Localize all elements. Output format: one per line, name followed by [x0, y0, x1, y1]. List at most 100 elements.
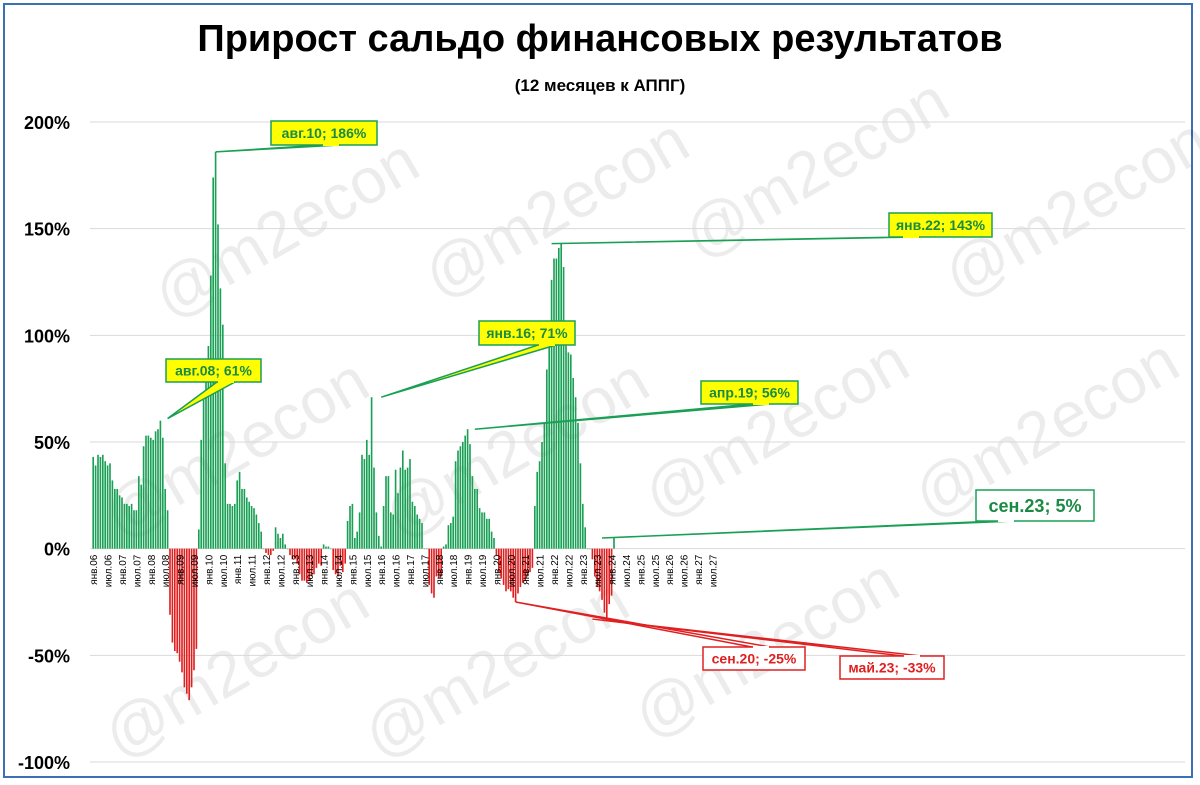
bar [301, 548, 303, 581]
bar [454, 461, 457, 549]
bar [303, 548, 306, 581]
bar [502, 548, 505, 585]
bar [392, 514, 395, 549]
bar [248, 501, 251, 549]
bar [526, 548, 529, 577]
bar [238, 471, 241, 549]
x-tick-label: янв.20 [492, 554, 503, 585]
bar [257, 523, 260, 549]
bar [277, 533, 279, 549]
bar [593, 548, 596, 577]
bar [99, 456, 102, 549]
watermark-text: @m2econ [931, 103, 1200, 312]
bar [497, 548, 500, 573]
bar [541, 442, 543, 549]
bar [445, 544, 447, 549]
bar [449, 523, 452, 549]
bar [565, 324, 567, 549]
bar [421, 523, 423, 549]
bar [327, 546, 330, 549]
callout-box [839, 655, 945, 680]
bar [284, 544, 287, 549]
bar [329, 548, 332, 550]
bar [178, 548, 181, 662]
callout-label: сен.23; 5% [989, 496, 1082, 516]
callout-box [888, 212, 993, 238]
bar [121, 497, 123, 549]
x-tick-label: июл.14 [334, 554, 345, 587]
x-tick-label: янв.22 [550, 554, 561, 585]
bar [514, 548, 517, 602]
x-tick-label: янв.07 [118, 554, 129, 585]
bar [517, 548, 519, 594]
bar [512, 548, 515, 598]
bar [353, 538, 356, 549]
bar [161, 437, 164, 549]
x-tick-label: июл.12 [276, 554, 287, 587]
bar [613, 538, 615, 549]
bar [219, 288, 222, 549]
bar [466, 429, 469, 549]
bar [344, 548, 347, 564]
bar [461, 442, 464, 549]
bar [236, 480, 239, 549]
watermark-text: @m2econ [631, 323, 920, 532]
bar [591, 548, 594, 560]
x-tick-label: янв.09 [176, 554, 187, 585]
bar [423, 548, 426, 550]
bar [447, 525, 450, 549]
bar [231, 506, 234, 549]
y-tick-label: 100% [24, 326, 70, 346]
callout-label: май.23; -33% [848, 660, 936, 676]
bar [473, 488, 476, 549]
bar [272, 548, 275, 551]
bar [200, 439, 203, 549]
bar [104, 461, 107, 549]
callout-box [975, 489, 1095, 522]
bar [416, 514, 419, 549]
bar [365, 439, 368, 549]
bar [399, 467, 402, 549]
bar [531, 548, 534, 568]
bar [224, 463, 227, 549]
bar [382, 506, 385, 549]
bar [101, 454, 104, 549]
bar [548, 341, 551, 549]
bar [428, 548, 431, 585]
bar [596, 548, 599, 588]
bar [545, 369, 548, 549]
bar [553, 258, 555, 549]
bar [229, 503, 231, 549]
x-tick-label: янв.12 [262, 554, 273, 585]
bar [346, 520, 349, 549]
bar [166, 510, 169, 549]
x-tick-label: янв.25 [636, 554, 647, 585]
bar [152, 439, 155, 549]
bar [274, 527, 277, 549]
bar [519, 548, 522, 588]
bar [128, 506, 131, 549]
callout-box [700, 380, 799, 405]
bar [337, 548, 339, 577]
bar [557, 247, 560, 549]
bar [169, 548, 171, 615]
bar [233, 503, 236, 549]
bar [389, 512, 392, 549]
callout-label: сен.20; -25% [712, 651, 797, 667]
x-tick-label: янв.13 [291, 554, 302, 585]
bar [610, 548, 613, 596]
bar [406, 467, 409, 549]
bar [154, 431, 157, 549]
bar [457, 450, 459, 549]
bar [269, 548, 272, 556]
x-tick-label: янв.23 [579, 554, 590, 585]
bar [315, 548, 318, 568]
y-tick-label: -100% [18, 753, 70, 773]
bar [241, 488, 243, 549]
bar [555, 258, 558, 549]
bar [387, 476, 390, 549]
x-tick-label: июл.10 [219, 554, 230, 587]
bar [543, 422, 546, 549]
bar [298, 548, 301, 575]
